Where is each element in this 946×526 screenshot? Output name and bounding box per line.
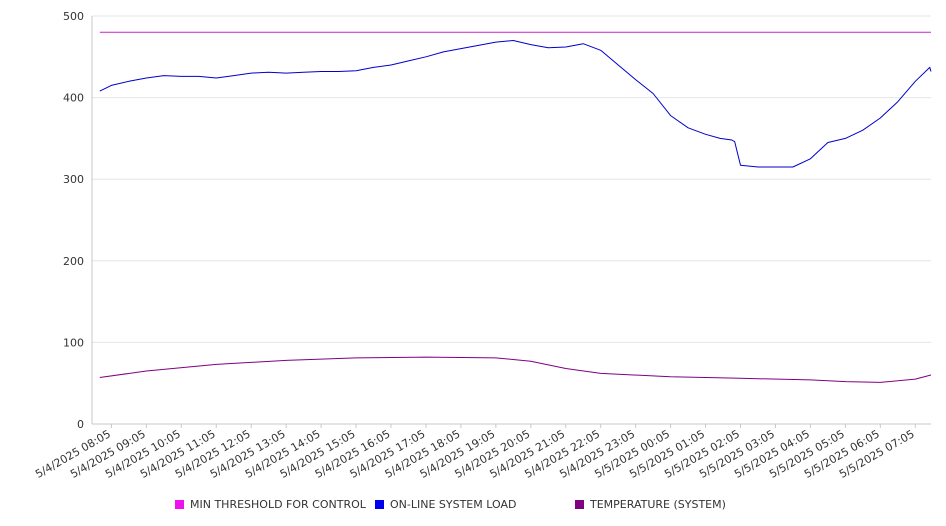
legend-item-min-threshold[interactable]: MIN THRESHOLD FOR CONTROL: [175, 498, 366, 511]
legend-label-system-load: ON-LINE SYSTEM LOAD: [390, 498, 517, 511]
y-axis-ticks: 0 100 200 300 400 500: [63, 10, 84, 431]
gridlines: [92, 15, 931, 343]
axes: [91, 16, 931, 425]
legend-item-temperature[interactable]: TEMPERATURE (SYSTEM): [575, 498, 726, 511]
legend-item-system-load[interactable]: ON-LINE SYSTEM LOAD: [375, 498, 516, 511]
series: [99, 31, 932, 383]
y-tick-label-500: 500: [63, 10, 84, 23]
legend-label-min-threshold: MIN THRESHOLD FOR CONTROL: [190, 498, 366, 511]
legend-label-temperature: TEMPERATURE (SYSTEM): [590, 498, 726, 511]
y-tick-label-400: 400: [63, 92, 84, 105]
y-tick-label-200: 200: [63, 255, 84, 268]
y-tick-label-0: 0: [77, 418, 84, 431]
y-tick-label-300: 300: [63, 173, 84, 186]
series-line-on-line-system-load: [99, 40, 932, 168]
legend-swatch-min-threshold: [175, 500, 184, 509]
legend: MIN THRESHOLD FOR CONTROL ON-LINE SYSTEM…: [0, 498, 946, 518]
legend-swatch-system-load: [375, 500, 384, 509]
x-axis-ticks: 5/4/2025 08:055/4/2025 09:055/4/2025 10:…: [33, 424, 917, 481]
series-line-temperature-system: [99, 356, 932, 383]
legend-swatch-temperature: [575, 500, 584, 509]
y-tick-label-100: 100: [63, 336, 84, 349]
